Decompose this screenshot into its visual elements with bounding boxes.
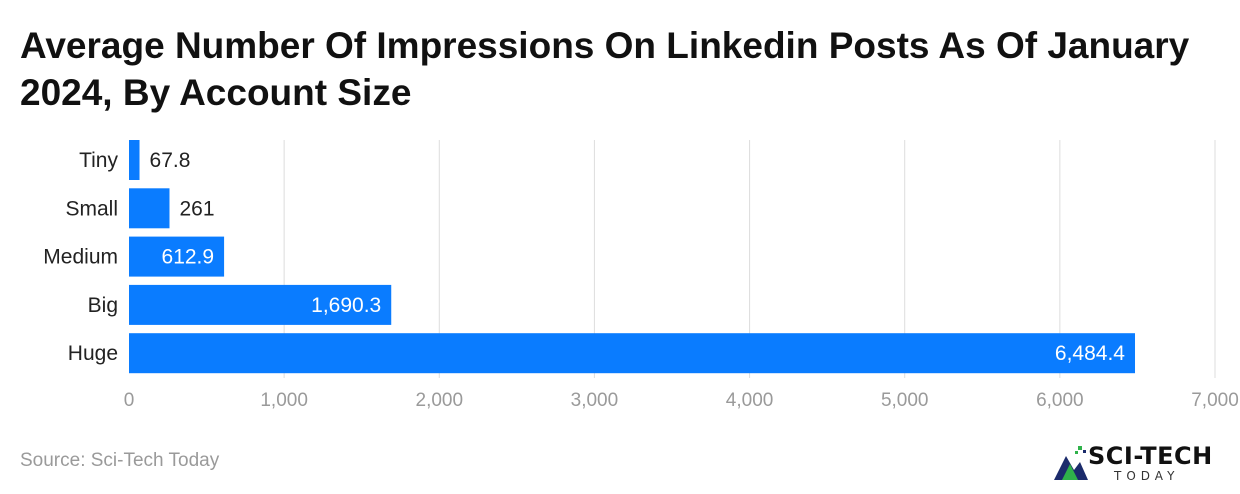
value-label: 6,484.4 xyxy=(1055,342,1125,365)
bar-tiny xyxy=(129,140,140,180)
value-labels: 67.8 261 612.9 1,690.3 6,484.4 xyxy=(150,149,1126,365)
sci-tech-today-logo: SCI-TECH TODAY xyxy=(1052,440,1227,486)
x-tick-label: 5,000 xyxy=(881,390,929,411)
chart-title: Average Number Of Impressions On Linkedi… xyxy=(20,25,1190,113)
logo-wordmark: SCI-TECH xyxy=(1088,442,1213,470)
x-tick-label: 3,000 xyxy=(571,390,619,411)
value-label: 67.8 xyxy=(150,149,191,172)
bar-big xyxy=(129,284,392,325)
bar-medium xyxy=(129,236,225,277)
source-note: Source: Sci-Tech Today xyxy=(20,450,220,471)
x-axis-tick-labels: 0 1,000 2,000 3,000 4,000 5,000 6,000 7,000 xyxy=(124,390,1239,411)
category-label: Big xyxy=(88,294,118,317)
bar-chart: Tiny Small Medium Big Huge 67.8 261 612.9 1,690… xyxy=(43,140,1239,411)
x-tick-label: 0 xyxy=(124,390,135,411)
bar-small xyxy=(129,188,170,229)
x-tick-label: 4,000 xyxy=(726,390,774,411)
value-label: 261 xyxy=(179,197,214,220)
category-label: Huge xyxy=(68,342,118,365)
category-label: Tiny xyxy=(79,149,118,172)
category-label: Small xyxy=(65,197,118,220)
x-tick-label: 2,000 xyxy=(416,390,464,411)
value-label: 612.9 xyxy=(162,246,215,269)
x-tick-label: 6,000 xyxy=(1036,390,1084,411)
x-tick-label: 7,000 xyxy=(1191,390,1239,411)
category-labels: Tiny Small Medium Big Huge xyxy=(43,149,118,365)
category-label: Medium xyxy=(43,246,118,269)
value-label: 1,690.3 xyxy=(311,294,381,317)
mountain-chart-icon xyxy=(1054,446,1088,480)
x-tick-label: 1,000 xyxy=(260,390,308,411)
bars xyxy=(129,140,1136,374)
bar-huge xyxy=(129,333,1136,374)
logo-tagline: TODAY xyxy=(1114,469,1180,483)
